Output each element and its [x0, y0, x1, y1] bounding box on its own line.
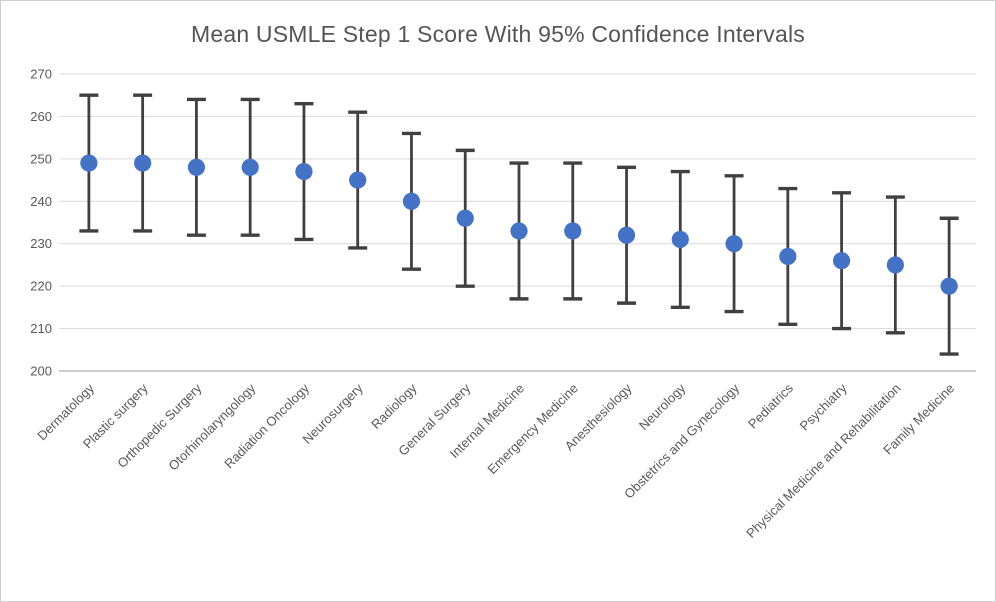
- data-point-marker: [725, 235, 743, 253]
- y-axis-tick-label: 200: [30, 364, 52, 379]
- data-point-marker: [510, 222, 528, 240]
- data-point-marker: [134, 154, 152, 172]
- data-point-marker: [886, 256, 904, 274]
- y-axis-tick-label: 270: [30, 67, 52, 82]
- data-point-marker: [940, 277, 958, 295]
- data-point-marker: [295, 162, 313, 181]
- y-axis-tick-label: 240: [30, 194, 52, 209]
- x-axis-category-label: Pediatrics: [745, 380, 796, 431]
- x-axis-category-label: Psychiatry: [797, 380, 850, 433]
- x-axis-category-label: Obstetrics and Gynecology: [621, 380, 742, 501]
- x-axis-category-label: Radiology: [368, 380, 420, 432]
- data-point-marker: [671, 230, 689, 249]
- data-point-marker: [832, 252, 851, 270]
- y-axis-tick-label: 230: [30, 236, 52, 251]
- data-point-marker: [617, 226, 636, 244]
- x-axis-category-label: Neurology: [636, 380, 689, 433]
- data-point-marker: [779, 247, 797, 266]
- y-axis-tick-label: 220: [30, 279, 52, 294]
- data-point-marker: [80, 154, 98, 172]
- y-axis-tick-label: 250: [30, 151, 52, 166]
- data-point-marker: [402, 192, 421, 210]
- chart-title: Mean USMLE Step 1 Score With 95% Confide…: [190, 21, 805, 47]
- data-point-marker: [241, 158, 259, 176]
- data-point-marker: [187, 158, 206, 176]
- y-axis-tick-label: 260: [30, 109, 52, 124]
- data-point-marker: [349, 171, 367, 189]
- y-axis-tick-label: 210: [30, 321, 52, 336]
- data-point-marker: [456, 209, 474, 227]
- x-axis-category-label: Emergency Medicine: [484, 381, 580, 477]
- data-point-marker: [564, 222, 582, 240]
